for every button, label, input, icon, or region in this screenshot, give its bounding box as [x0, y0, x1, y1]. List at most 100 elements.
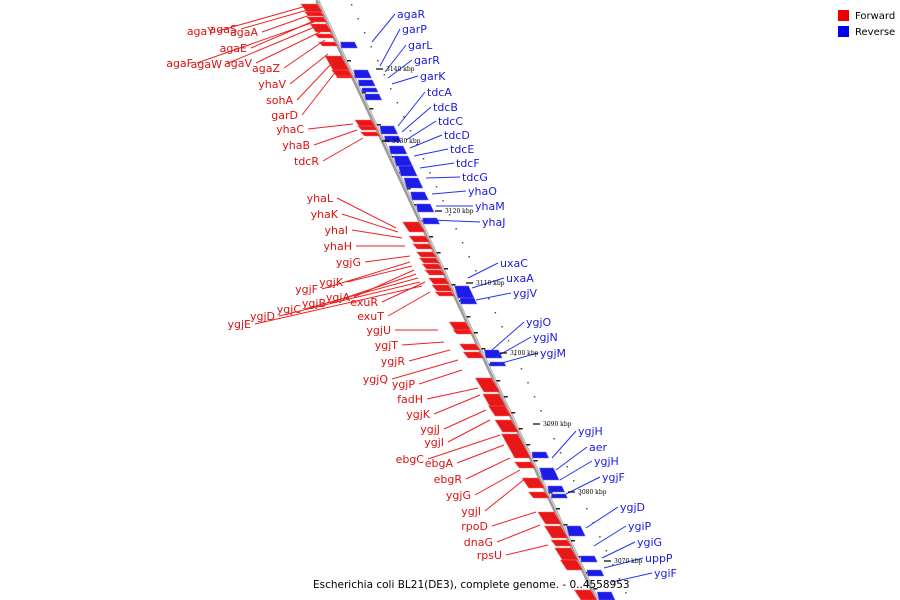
reverse-gene-label: yhaJ: [482, 216, 505, 229]
forward-gene-link: [313, 129, 358, 146]
scale-dot: [409, 130, 412, 132]
reverse-gene-link: [601, 541, 636, 559]
reverse-gene-link: [491, 321, 525, 351]
scale-dot: [501, 326, 503, 328]
forward-gene-link: [254, 285, 423, 325]
reverse-gene-block: [531, 451, 550, 459]
forward-gene-label: ygjD: [250, 310, 275, 323]
reverse-gene-label: ygiG: [637, 536, 662, 549]
forward-gene-label: fadH: [397, 393, 423, 406]
forward-gene-link: [261, 13, 314, 33]
scale-dash: [518, 428, 523, 430]
reverse-gene-block: [580, 555, 598, 563]
scale-dot: [422, 158, 425, 160]
forward-gene-label: agaA: [230, 26, 258, 39]
forward-gene-label: agaF: [166, 57, 193, 70]
forward-gene-label: exuT: [357, 310, 384, 323]
forward-gene-label: ygjE: [228, 318, 252, 331]
forward-gene-link: [465, 457, 511, 480]
scale-dash: [563, 524, 568, 526]
forward-gene-block: [306, 16, 328, 23]
scale-dash: [406, 188, 411, 190]
reverse-gene-label: ygiP: [628, 520, 652, 533]
scale-dot: [350, 4, 353, 6]
forward-gene-label: ebgR: [434, 473, 463, 486]
reverse-gene-label: ygjV: [513, 287, 538, 300]
scale-dot: [586, 508, 588, 510]
reverse-gene-link: [379, 28, 401, 67]
reverse-gene-label: ygjD: [620, 501, 645, 514]
forward-gene-label: ygjP: [392, 378, 416, 391]
reverse-gene-link: [603, 557, 644, 569]
reverse-gene-label: ygjH: [578, 425, 603, 438]
tick-label: 3080 kbp: [578, 489, 607, 496]
forward-gene-label: yhaB: [282, 139, 310, 152]
reverse-gene-block: [364, 93, 383, 101]
scale-dot: [455, 228, 457, 230]
forward-gene-label: yhaH: [324, 240, 353, 253]
forward-gene-block: [428, 277, 451, 285]
reverse-gene-block: [538, 467, 560, 481]
forward-gene-link: [289, 53, 329, 85]
forward-gene-link: [341, 213, 399, 233]
scale-dot: [599, 536, 601, 538]
forward-gene-link: [217, 4, 311, 32]
reverse-gene-link: [493, 336, 532, 359]
scale-dash: [466, 316, 471, 318]
forward-gene-label: yhaL: [307, 192, 334, 205]
scale-dash: [556, 508, 561, 510]
reverse-gene-link: [384, 44, 407, 73]
reverse-gene-block: [398, 165, 418, 177]
reverse-gene-block: [483, 349, 503, 359]
forward-gene-label: agaZ: [252, 62, 280, 75]
reverse-gene-block: [357, 79, 376, 87]
forward-gene-label: garD: [271, 109, 298, 122]
reverse-gene-block: [586, 569, 605, 577]
forward-gene-link: [484, 477, 527, 512]
forward-gene-label: ygjC: [277, 303, 302, 316]
scale-dot: [527, 382, 529, 384]
reverse-gene-link: [475, 292, 512, 301]
tick-label: 3130 kbp: [392, 138, 421, 145]
reverse-gene-block: [566, 525, 586, 537]
reverse-gene-label: garK: [420, 70, 446, 83]
forward-gene-label: ebgA: [425, 457, 454, 470]
scale-dash: [444, 268, 449, 270]
forward-gene-link: [296, 61, 334, 101]
reverse-gene-block: [353, 69, 372, 79]
scale-dot: [618, 578, 621, 580]
forward-gene-link: [447, 419, 491, 443]
genome-backbone-highlight: [317, 0, 599, 600]
scale-dash: [481, 348, 486, 350]
legend-forward-swatch: [838, 10, 849, 21]
forward-gene-label: ygjB: [302, 297, 326, 310]
reverse-gene-label: ygiF: [654, 567, 677, 580]
reverse-gene-block: [454, 285, 475, 299]
forward-gene-label: dnaG: [464, 536, 493, 549]
scale-dot: [475, 270, 477, 272]
reverse-gene-label: ygjN: [533, 331, 558, 344]
legend-forward-label: Forward: [855, 11, 895, 22]
reverse-gene-block: [379, 125, 399, 135]
forward-gene-label: agaE: [220, 42, 247, 55]
reverse-gene-link: [391, 75, 419, 85]
scale-dot: [625, 592, 627, 594]
scale-dot: [553, 438, 555, 440]
reverse-gene-label: uppP: [645, 552, 673, 565]
forward-gene-block: [317, 41, 340, 47]
reverse-gene-block: [415, 203, 435, 213]
scale-dash: [361, 92, 366, 94]
scale-dash: [347, 60, 351, 62]
forward-gene-block: [573, 589, 598, 600]
reverse-gene-link: [559, 460, 593, 481]
legend: Forward Reverse: [838, 10, 895, 38]
forward-gene-label: exuR: [350, 296, 378, 309]
forward-gene-label: sohA: [266, 94, 293, 107]
reverse-gene-label: uxaA: [506, 272, 534, 285]
reverse-gene-block: [410, 191, 429, 201]
forward-gene-block: [487, 405, 512, 417]
reverse-gene-block: [596, 591, 616, 600]
forward-gene-label: ygjG: [336, 256, 361, 269]
reverse-gene-link: [467, 262, 499, 279]
legend-reverse-swatch: [838, 26, 849, 37]
